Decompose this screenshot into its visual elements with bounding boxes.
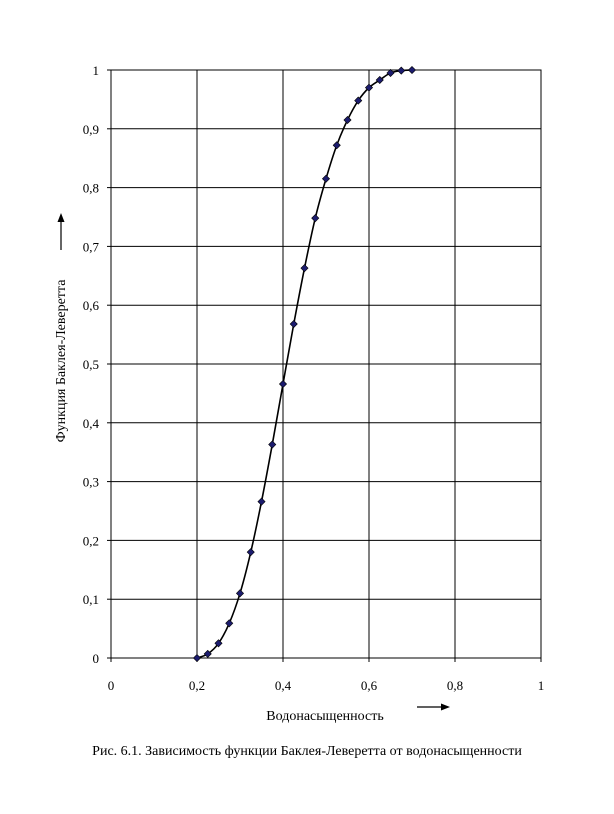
data-point-marker bbox=[354, 96, 363, 105]
y-tick-label: 0,6 bbox=[83, 298, 100, 313]
y-tick-label: 0,4 bbox=[83, 416, 100, 431]
y-tick-label: 0 bbox=[93, 651, 100, 666]
data-point-marker bbox=[225, 619, 234, 628]
figure-caption: Рис. 6.1. Зависимость функции Баклея-Лев… bbox=[92, 744, 522, 759]
data-point-marker bbox=[397, 66, 406, 75]
data-series bbox=[192, 65, 417, 663]
data-point-marker bbox=[407, 65, 417, 75]
x-tick-label: 0 bbox=[108, 678, 115, 693]
y-tick-label: 0,3 bbox=[83, 475, 99, 490]
x-tick-label: 0,6 bbox=[361, 678, 378, 693]
x-tick-label: 0,2 bbox=[189, 678, 205, 693]
y-tick-label: 0,7 bbox=[83, 239, 100, 254]
x-tick-label: 0,4 bbox=[275, 678, 292, 693]
y-axis-label: Функция Баклея-Леверетта bbox=[54, 279, 69, 443]
y-tick-label: 0,9 bbox=[83, 122, 99, 137]
data-point-marker bbox=[386, 68, 395, 77]
x-tick-label: 1 bbox=[538, 678, 545, 693]
data-point-marker bbox=[332, 141, 341, 150]
data-point-marker bbox=[257, 497, 266, 506]
data-point-marker bbox=[375, 75, 384, 85]
chart-grid bbox=[107, 69, 542, 662]
y-axis-arrow-icon bbox=[57, 213, 65, 250]
y-tick-label: 0,8 bbox=[83, 181, 99, 196]
data-point-marker bbox=[246, 548, 255, 557]
data-point-marker bbox=[364, 83, 374, 92]
y-tick-label: 0,1 bbox=[83, 592, 99, 607]
data-point-marker bbox=[321, 174, 331, 183]
x-axis-arrow-icon bbox=[417, 703, 450, 711]
x-tick-labels: 0 0,2 0,4 0,6 0,8 1 bbox=[108, 678, 545, 693]
y-tick-label: 0,2 bbox=[83, 533, 99, 548]
data-point-marker bbox=[192, 653, 202, 663]
chart: 0 0,1 0,2 0,3 0,4 0,5 0,6 0,7 0,8 0,9 1 0 0,2 0,4 0,6… bbox=[54, 63, 545, 724]
data-point-marker bbox=[311, 214, 320, 223]
y-tick-label: 0,5 bbox=[83, 357, 99, 372]
x-tick-label: 0,8 bbox=[447, 678, 463, 693]
data-point-marker bbox=[268, 440, 277, 449]
data-point-marker bbox=[289, 319, 298, 329]
data-point-marker bbox=[235, 589, 245, 598]
data-point-marker bbox=[343, 115, 352, 125]
y-tick-labels: 0 0,1 0,2 0,3 0,4 0,5 0,6 0,7 0,8 0,9 1 bbox=[83, 63, 100, 666]
data-point-marker bbox=[203, 649, 212, 658]
data-point-marker bbox=[278, 379, 288, 389]
data-point-marker bbox=[300, 264, 309, 273]
y-tick-label: 1 bbox=[93, 63, 100, 78]
data-point-marker bbox=[214, 639, 223, 648]
x-axis-label: Водонасыщенность bbox=[266, 709, 383, 724]
